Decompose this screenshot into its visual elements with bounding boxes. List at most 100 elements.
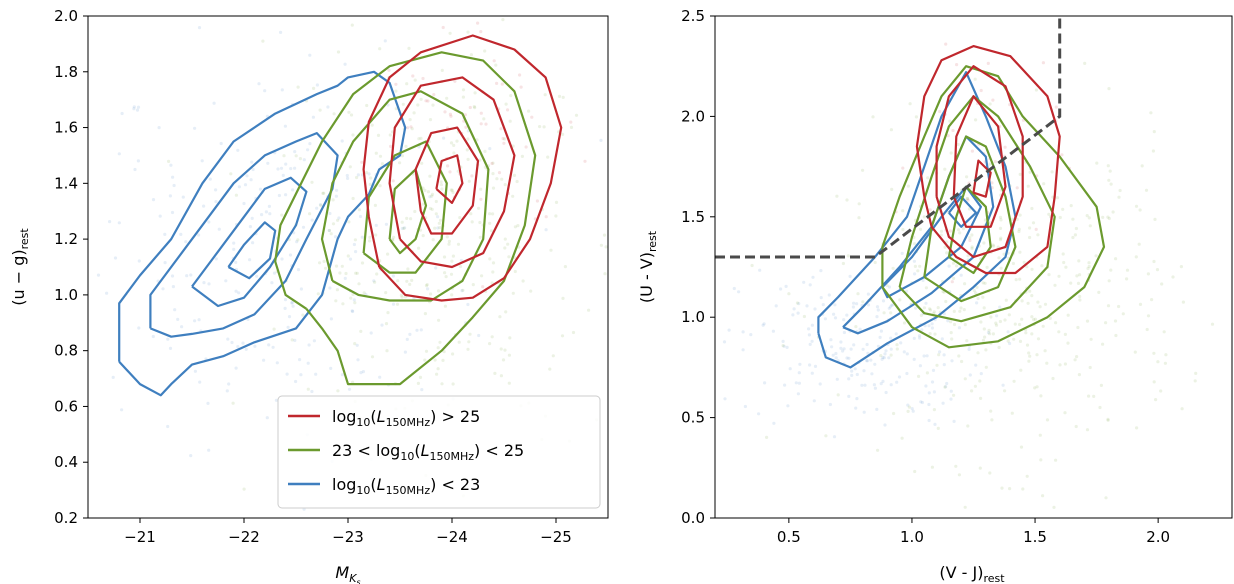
scatter-point-low bbox=[866, 351, 870, 355]
scatter-point-mid bbox=[1043, 349, 1047, 353]
scatter-point-mid bbox=[957, 354, 961, 358]
scatter-point-low bbox=[299, 287, 303, 291]
scatter-point-low bbox=[133, 167, 137, 172]
scatter-point-mid bbox=[959, 306, 963, 310]
scatter-point-high bbox=[481, 285, 485, 289]
scatter-point-mid bbox=[1025, 343, 1030, 347]
scatter-point-mid bbox=[1036, 337, 1041, 341]
scatter-point-mid bbox=[949, 320, 953, 324]
scatter-point-low bbox=[271, 345, 275, 349]
scatter-point-low bbox=[839, 340, 843, 344]
scatter-point-low bbox=[251, 241, 255, 245]
scatter-point-mid bbox=[1106, 304, 1111, 308]
scatter-point-low bbox=[214, 200, 218, 204]
scatter-point-high bbox=[955, 63, 959, 67]
scatter-point-mid bbox=[1018, 322, 1022, 327]
scatter-point-low bbox=[899, 341, 903, 345]
y-tick-label: 2.0 bbox=[54, 7, 78, 25]
scatter-point-mid bbox=[1053, 283, 1057, 287]
scatter-point-low bbox=[311, 115, 315, 119]
scatter-point-low bbox=[234, 289, 238, 293]
scatter-point-mid bbox=[1035, 353, 1039, 357]
scatter-point-mid bbox=[334, 264, 339, 268]
scatter-point-low bbox=[869, 358, 873, 362]
scatter-point-mid bbox=[434, 199, 438, 204]
scatter-point-low bbox=[348, 257, 353, 261]
scatter-point-mid bbox=[448, 31, 452, 35]
scatter-point-mid bbox=[561, 132, 565, 136]
scatter-point-low bbox=[876, 308, 880, 312]
scatter-point-low bbox=[847, 356, 851, 360]
scatter-point-low bbox=[818, 382, 822, 386]
scatter-point-mid bbox=[473, 91, 477, 95]
scatter-point-low bbox=[237, 291, 241, 295]
scatter-point-mid bbox=[455, 139, 459, 143]
scatter-point-low bbox=[250, 216, 254, 220]
scatter-point-mid bbox=[936, 426, 940, 430]
scatter-point-low bbox=[117, 221, 121, 225]
scatter-point-low bbox=[887, 306, 891, 310]
y-tick-label: 1.0 bbox=[681, 308, 705, 326]
scatter-point-low bbox=[279, 30, 283, 34]
scatter-point-mid bbox=[467, 340, 471, 344]
scatter-point-mid bbox=[919, 313, 924, 317]
scatter-point-mid bbox=[458, 216, 462, 220]
scatter-point-mid bbox=[1089, 337, 1093, 341]
scatter-point-low bbox=[173, 308, 177, 312]
scatter-point-high bbox=[432, 93, 436, 97]
scatter-point-mid bbox=[1153, 217, 1157, 221]
scatter-point-low bbox=[163, 232, 167, 236]
scatter-point-low bbox=[855, 302, 859, 306]
scatter-point-mid bbox=[477, 206, 481, 210]
scatter-point-mid bbox=[951, 261, 956, 265]
scatter-point-mid bbox=[431, 238, 435, 242]
scatter-point-mid bbox=[1134, 204, 1139, 208]
scatter-point-low bbox=[329, 366, 333, 370]
scatter-point-mid bbox=[360, 261, 365, 265]
contour-1-level-2 bbox=[923, 135, 1017, 303]
scatter-point-mid bbox=[478, 235, 482, 239]
scatter-point-low bbox=[206, 401, 210, 405]
scatter-point-mid bbox=[960, 359, 964, 364]
scatter-point-low bbox=[858, 327, 862, 331]
scatter-point-low bbox=[299, 373, 303, 377]
scatter-point-low bbox=[918, 364, 923, 368]
scatter-point-mid bbox=[447, 242, 451, 246]
scatter-point-low bbox=[873, 386, 878, 390]
scatter-point-mid bbox=[1106, 215, 1110, 219]
scatter-point-mid bbox=[331, 198, 335, 202]
scatter-point-mid bbox=[421, 234, 425, 238]
scatter-point-mid bbox=[404, 144, 408, 148]
scatter-point-mid bbox=[441, 358, 445, 362]
scatter-point-high bbox=[948, 229, 953, 233]
scatter-point-mid bbox=[419, 97, 423, 101]
scatter-point-low bbox=[262, 358, 266, 362]
scatter-point-mid bbox=[445, 235, 449, 239]
scatter-point-mid bbox=[945, 251, 949, 255]
scatter-point-low bbox=[889, 336, 893, 340]
scatter-point-mid bbox=[368, 239, 372, 243]
scatter-point-mid bbox=[1063, 332, 1067, 336]
scatter-point-low bbox=[949, 389, 953, 393]
scatter-point-low bbox=[318, 203, 323, 207]
scatter-point-mid bbox=[1109, 182, 1113, 186]
scatter-point-mid bbox=[416, 103, 420, 107]
scatter-point-mid bbox=[350, 23, 354, 27]
contour-2-level-1 bbox=[388, 76, 516, 269]
scatter-point-low bbox=[226, 337, 230, 341]
scatter-point-mid bbox=[604, 245, 608, 249]
scatter-point-mid bbox=[503, 348, 507, 352]
contour-0-level-1 bbox=[149, 132, 339, 338]
scatter-point-low bbox=[833, 316, 838, 320]
scatter-point-low bbox=[889, 347, 893, 351]
scatter-point-mid bbox=[856, 292, 860, 296]
scatter-point-low bbox=[280, 257, 284, 261]
scatter-point-low bbox=[298, 358, 302, 362]
scatter-point-mid bbox=[1048, 316, 1052, 320]
y-tick-label: 1.0 bbox=[54, 286, 78, 304]
legend-box bbox=[277, 395, 601, 509]
scatter-point-mid bbox=[1121, 312, 1125, 316]
scatter-point-mid bbox=[932, 310, 936, 314]
scatter-point-mid bbox=[1055, 196, 1060, 200]
scatter-point-mid bbox=[1039, 458, 1043, 462]
